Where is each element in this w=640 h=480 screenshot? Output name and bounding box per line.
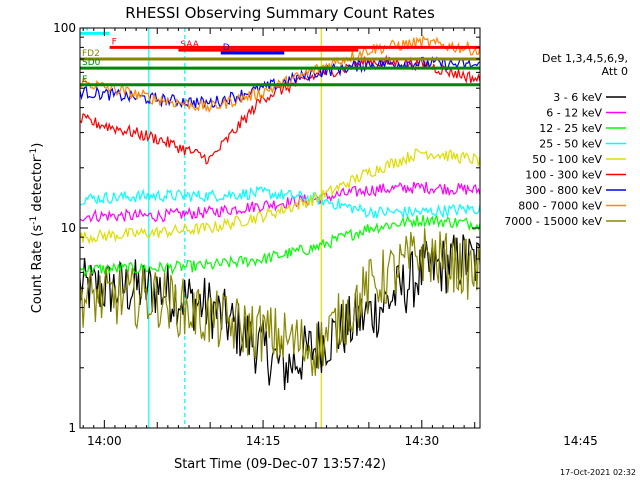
y-axis-label-end: ) [30,143,45,148]
legend-label-6-12-kev: 6 - 12 keV [546,107,602,120]
y-axis: 1 10 100 [53,21,480,435]
y-tick-label: 100 [53,21,76,35]
legend-label-50-100-kev: 50 - 100 keV [532,153,602,166]
flag-label-fd2: FD2 [82,49,100,59]
series-line-6-12-kev [80,181,480,223]
series-line-7000-15000-kev [80,228,480,376]
legend: Det 1,3,4,5,6,9,Att 03 - 6 keV 6 - 12 keV… [504,52,628,228]
series-line-50-100-kev [80,148,480,245]
series-line-12-25-kev [80,214,480,278]
y-axis-label: Count Rate (s-1 detector-1) [29,143,45,314]
legend-label-7000-15000-kev: 7000 - 15000 keV [504,215,602,228]
y-axis-label-sup2: -1 [29,148,39,157]
y-axis-label-main: Count Rate (s [30,225,45,314]
legend-header: Det 1,3,4,5,6,9, [542,52,628,65]
x-tick-label: 14:15 [246,434,281,448]
flag-label-f: F [112,37,117,47]
flag-label-sd0: SD0 [82,58,101,68]
flag-label-n: N [82,23,89,33]
series-line-25-50-kev [80,185,480,219]
series-line-800-7000-kev [80,34,480,114]
x-tick-label: 14:30 [405,434,440,448]
x-tick-label: 14:00 [87,434,122,448]
legend-label-12-25-kev: 12 - 25 keV [539,122,602,135]
flag-label-d: D [223,43,230,53]
legend-label-800-7000-kev: 800 - 7000 keV [518,200,602,213]
legend-label-100-300-kev: 100 - 300 keV [525,169,602,182]
footer-date: 17-Oct-2021 02:32 [560,468,636,477]
y-axis-label-sup1: -1 [29,216,39,225]
chart-title: RHESSI Observing Summary Count Rates [125,4,435,22]
x-tick-label: 14:45 [563,434,598,448]
legend-label-25-50-kev: 25 - 50 keV [539,138,602,151]
y-tick-label: 1 [68,421,76,435]
flag-label-saa: SAA [180,40,199,50]
legend-label-300-800-kev: 300 - 800 keV [525,184,602,197]
flag-label-e: E [82,75,88,85]
y-tick-label: 10 [61,221,76,235]
y-axis-label-mid: detector [30,156,45,216]
legend-label-3-6-kev: 3 - 6 keV [553,91,602,104]
legend-header: Att 0 [602,65,628,78]
x-axis-label: Start Time (09-Dec-07 13:57:42) [174,457,386,472]
